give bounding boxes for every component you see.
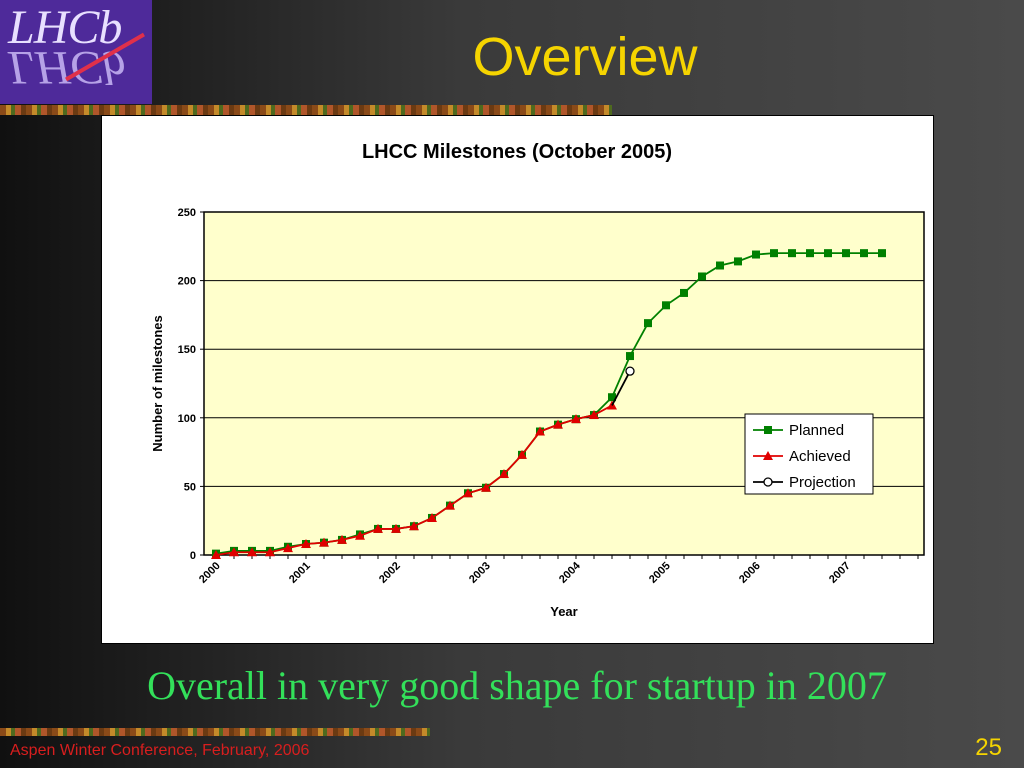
x-tick-label-2005: 2005 [647,560,673,586]
y-tick-label-150: 150 [178,344,196,356]
data-point-achieved [247,547,257,557]
data-point-planned [824,249,832,258]
data-point-planned [788,249,796,258]
legend-label-achieved: Achieved [789,448,851,465]
y-tick-label-250: 250 [178,207,196,219]
data-point-achieved [553,419,563,429]
data-point-achieved [265,547,275,557]
x-tick-label-2007: 2007 [827,560,853,586]
legend-marker-achieved [763,451,773,460]
logo-reflection: LHCb [8,41,126,94]
data-point-planned [680,288,688,297]
legend-marker-projection [763,477,773,487]
data-point-achieved [499,469,509,479]
data-point-planned [752,250,760,259]
x-axis-label: Year [550,604,577,619]
y-tick-label-50: 50 [184,481,196,493]
decorative-band-top [0,105,612,115]
chart-panel: LHCC Milestones (October 2005) 0 50 100 150 2… [101,115,934,644]
data-point-achieved [373,523,383,533]
data-point-achieved [283,543,293,553]
x-tick-label-2002: 2002 [377,560,403,586]
data-point-achieved [211,550,221,559]
y-tick-label-200: 200 [178,276,196,288]
milestones-chart: LHCC Milestones (October 2005) 0 50 100 150 2… [150,141,925,619]
page-number: 25 [975,734,1002,761]
data-point-planned [806,249,814,258]
data-point-achieved [481,482,491,492]
y-tick-label-100: 100 [178,413,196,425]
logo-text: LHCb [8,1,122,54]
chart-title: LHCC Milestones (October 2005) [362,141,672,163]
data-point-achieved [517,449,527,459]
lhcb-logo: LHCb LHCb [0,0,152,104]
data-point-planned [698,272,706,281]
slide-caption: Overall in very good shape for startup i… [147,663,887,708]
data-point-planned [860,249,868,258]
data-point-projection [625,366,635,376]
data-point-planned [644,319,652,328]
plot-area [203,211,925,556]
data-point-achieved [463,488,473,498]
data-point-achieved [589,410,599,420]
y-axis-label: Number of milestones [150,315,165,452]
x-tick-label-2000: 2000 [197,560,223,586]
data-point-achieved [445,500,455,510]
data-point-planned [734,257,742,266]
data-point-achieved [571,414,581,424]
slide-title: Overview [472,27,698,87]
data-point-planned [626,352,634,361]
data-point-achieved [535,426,545,436]
data-point-planned [842,249,850,258]
data-point-achieved [229,547,239,557]
data-point-planned [608,393,616,402]
decorative-band-bottom [0,728,430,736]
data-point-achieved [355,530,365,540]
data-point-achieved [301,539,311,549]
y-tick-label-0: 0 [190,550,196,562]
data-point-achieved [391,523,401,533]
legend-label-projection: Projection [789,474,856,491]
footer-conference: Aspen Winter Conference, February, 2006 [10,742,310,759]
data-point-achieved [427,512,437,522]
legend-label-planned: Planned [789,422,844,439]
data-point-achieved [319,537,329,547]
data-point-planned [716,261,724,270]
legend-marker-planned [764,426,772,434]
data-point-achieved [409,521,419,531]
data-point-planned [662,301,670,310]
data-point-planned [770,249,778,258]
x-tick-label-2003: 2003 [467,560,493,586]
data-point-planned [878,249,886,258]
x-tick-label-2004: 2004 [557,559,583,585]
x-tick-label-2006: 2006 [737,560,763,586]
series-line-projection [611,370,631,406]
x-tick-label-2001: 2001 [287,560,313,586]
data-point-achieved [337,534,347,544]
